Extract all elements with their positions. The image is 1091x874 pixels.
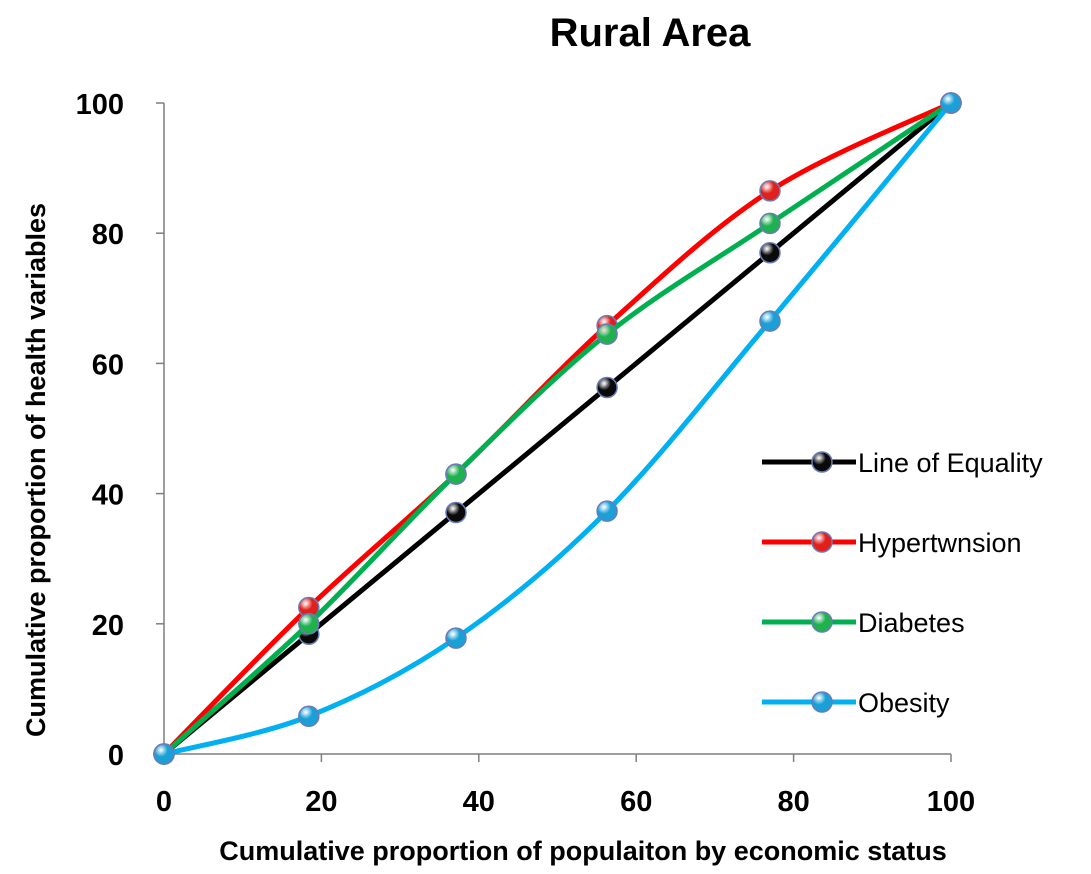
chart-title: Rural Area (550, 11, 752, 55)
x-tick-label: 60 (620, 786, 652, 818)
data-point-line-of-equality (759, 241, 781, 264)
legend-marker (811, 531, 833, 553)
legend-marker (811, 451, 833, 473)
data-point-obesity (940, 92, 962, 114)
legend: Line of Equality Hypertwnsion Diabetes Obes… (762, 448, 1043, 718)
data-point-obesity (298, 705, 320, 727)
y-tick-label: 0 (108, 740, 124, 772)
data-point-line-of-equality (596, 376, 618, 399)
data-point-diabetes (298, 613, 320, 635)
x-tick-label: 20 (305, 786, 337, 818)
legend-label: Obesity (858, 688, 950, 718)
y-tick-label: 40 (92, 480, 124, 512)
data-point-obesity (759, 310, 781, 332)
x-tick-label: 40 (463, 786, 495, 818)
legend-marker (811, 691, 833, 713)
legend-item-line-of-equality: Line of Equality (762, 448, 1043, 478)
legend-item-hypertwnsion: Hypertwnsion (762, 528, 1022, 558)
y-tick-label: 20 (92, 610, 124, 642)
legend-label: Line of Equality (858, 448, 1043, 478)
series-line-line-of-equality (161, 100, 954, 757)
data-point-obesity (596, 500, 618, 522)
data-point-diabetes (759, 212, 781, 235)
legend-item-diabetes: Diabetes (762, 608, 965, 638)
axes (163, 103, 951, 755)
series-group (153, 92, 962, 765)
y-axis-label: Cumulative proportion of health variable… (21, 203, 51, 737)
x-tick-label: 80 (777, 786, 809, 818)
y-tick-label: 100 (76, 89, 124, 121)
data-point-line-of-equality (445, 501, 467, 524)
x-tick-label: 100 (927, 786, 975, 818)
y-tick-label: 80 (92, 219, 124, 251)
legend-marker (811, 611, 833, 633)
series-obesity (153, 92, 962, 765)
data-point-hypertwnsion (759, 180, 781, 202)
legend-label: Hypertwnsion (858, 528, 1022, 558)
data-point-obesity (153, 743, 175, 765)
x-axis-label: Cumulative proportion of populaiton by e… (219, 836, 947, 866)
y-tick-label: 60 (92, 349, 124, 381)
series-line-of-equality (153, 92, 962, 765)
ticks: 0 20 40 60 80 100 0 20 40 60 80 100 (76, 89, 976, 818)
x-tick-label: 0 (156, 786, 172, 818)
data-point-diabetes (445, 463, 467, 485)
series-line-diabetes (161, 100, 954, 757)
data-point-obesity (445, 627, 467, 649)
data-point-diabetes (596, 323, 618, 345)
legend-label: Diabetes (858, 608, 965, 638)
legend-item-obesity: Obesity (762, 688, 950, 718)
